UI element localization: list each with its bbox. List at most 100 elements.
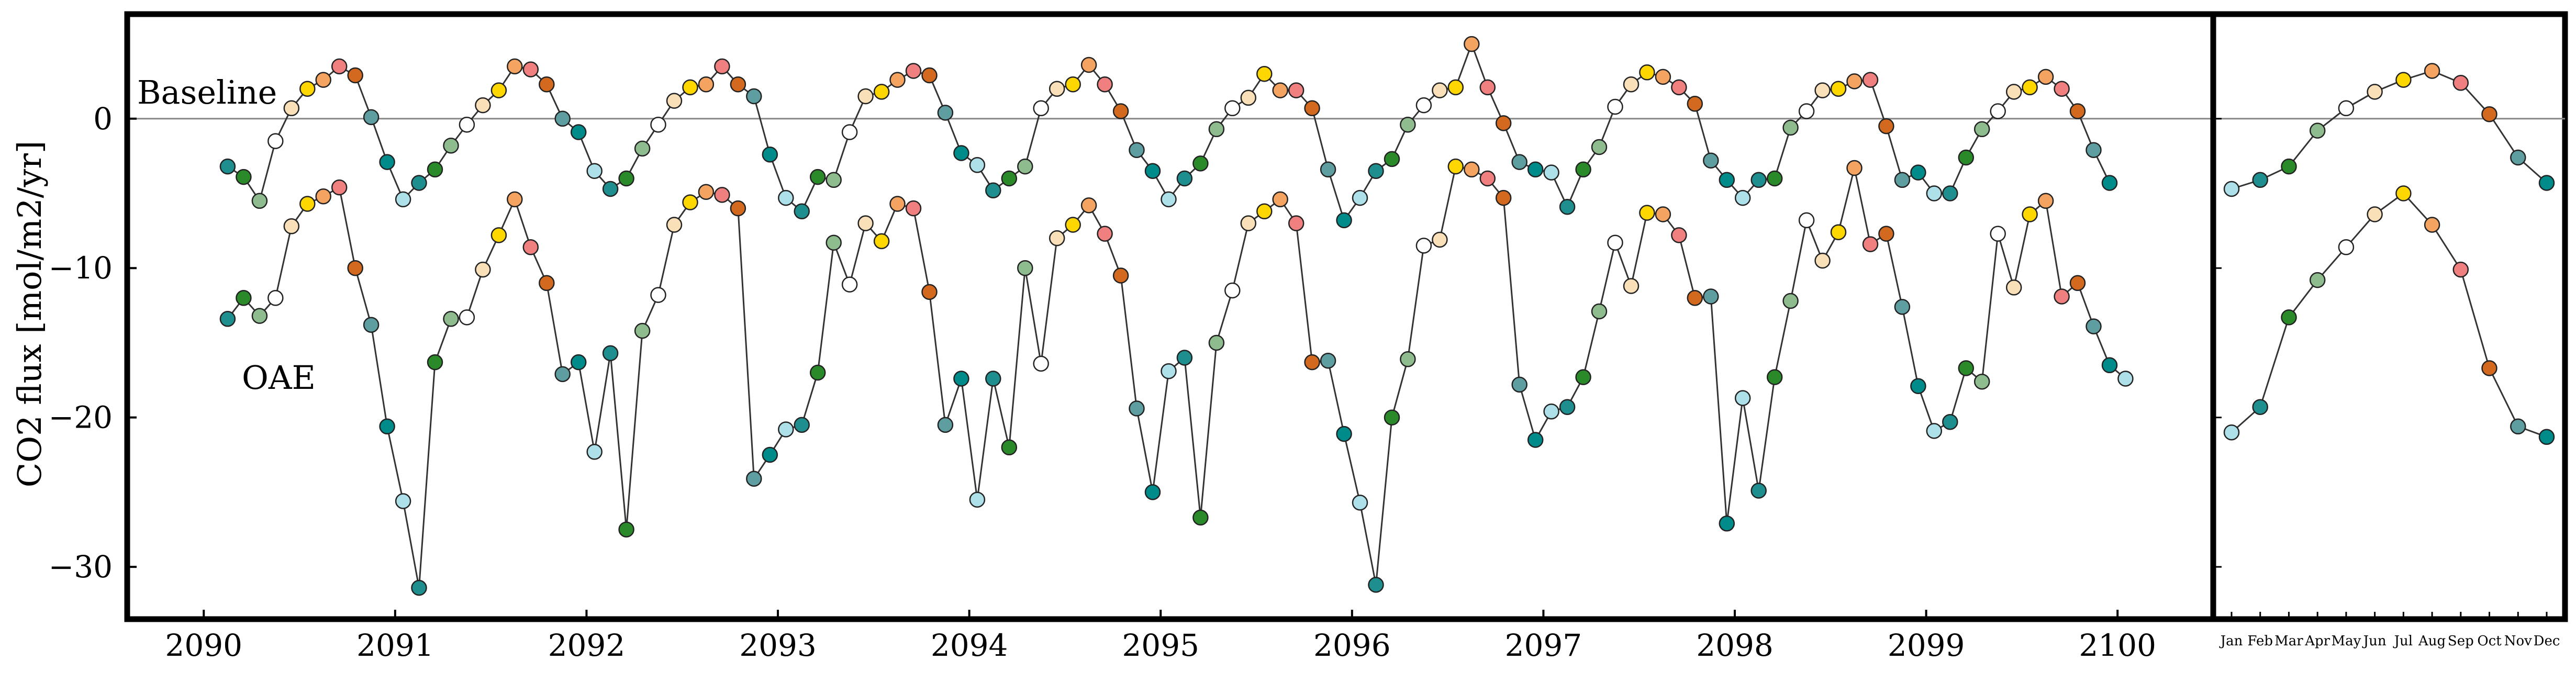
baseline-point	[602, 181, 619, 197]
baseline-point	[315, 72, 331, 88]
baseline-point	[1671, 79, 1687, 96]
oae-point	[570, 354, 587, 371]
baseline-point	[459, 116, 475, 133]
y-tick-label: −20	[49, 400, 113, 435]
oae-point	[1719, 516, 1735, 532]
baseline-point	[1033, 100, 1049, 117]
oae-point	[1400, 351, 1416, 367]
oae-point	[1655, 206, 1671, 222]
baseline-point	[2069, 103, 2086, 119]
baseline-point	[1814, 82, 1831, 98]
oae-point	[1464, 161, 1480, 178]
baseline-point	[1447, 79, 1464, 96]
oae-point	[1304, 354, 1320, 371]
oae-point	[315, 188, 331, 205]
oae-point	[1830, 224, 1847, 240]
oae-point	[2069, 275, 2086, 292]
month-tick-label: May	[2332, 633, 2361, 649]
x-tick-label: 2100	[2079, 628, 2156, 663]
x-tick-label: 2092	[548, 628, 626, 663]
x-tick-label: 2099	[1888, 628, 1965, 663]
baseline-point	[1240, 89, 1257, 106]
oae-point	[1942, 413, 1958, 430]
oae-point	[1033, 355, 1049, 372]
oae-point	[1415, 238, 1432, 254]
oae-point	[905, 200, 922, 217]
climatology-baseline-point	[2395, 72, 2412, 88]
baseline-point	[857, 88, 874, 105]
month-tick-label: Sep	[2448, 633, 2474, 649]
oae-point	[857, 215, 874, 231]
baseline-point	[1719, 172, 1735, 188]
baseline-point	[1144, 163, 1161, 179]
climatology-oae-point	[2510, 418, 2526, 435]
baseline-point	[1990, 103, 2006, 119]
oae-point	[459, 309, 475, 326]
oae-point	[1639, 205, 1655, 221]
oae-point	[1001, 439, 1018, 456]
baseline-point	[2086, 142, 2102, 158]
baseline-point	[1495, 115, 1512, 131]
baseline-point	[411, 175, 427, 191]
baseline-point	[969, 157, 986, 173]
climatology-baseline-point	[2424, 63, 2440, 79]
month-tick-label: Apr	[2304, 633, 2330, 649]
baseline-point	[1926, 185, 1943, 201]
baseline-point	[539, 76, 555, 93]
climatology-x-axis: Jan Feb Mar Apr May Jun Jul Aug Sep Oct Nov Dec	[2219, 612, 2560, 649]
baseline-point	[905, 63, 922, 79]
month-tick-label: Jan	[2219, 633, 2243, 649]
oae-point	[889, 196, 906, 212]
oae-point	[1527, 432, 1544, 448]
climatology-y-ticks	[2213, 118, 2222, 568]
baseline-point	[1511, 154, 1527, 170]
oae-point	[1798, 212, 1815, 229]
oae-point	[1384, 409, 1400, 426]
baseline-point	[507, 58, 523, 75]
oae-point	[539, 275, 555, 292]
oae-point	[602, 345, 619, 362]
oae-point	[730, 200, 746, 217]
baseline-point	[1830, 81, 1847, 97]
baseline-point	[363, 109, 380, 126]
baseline-point	[299, 81, 316, 97]
oae-point	[650, 287, 666, 303]
oae-point	[762, 446, 778, 463]
oae-point	[1607, 234, 1623, 251]
baseline-point	[1607, 98, 1623, 115]
oae-point	[1559, 399, 1576, 415]
oae-point	[1511, 376, 1527, 393]
oae-point	[1336, 426, 1352, 442]
baseline-point	[570, 124, 587, 140]
oae-point	[363, 317, 380, 333]
baseline-point	[1208, 121, 1225, 138]
baseline-point	[762, 147, 778, 163]
main-panel: 2090 2091 2092 2093 2094 2095 2096 2097 2098 2099…	[10, 11, 2216, 663]
climatology-oae-point	[2424, 217, 2440, 233]
oae-point	[236, 290, 252, 306]
oae-point	[1112, 267, 1129, 284]
baseline-point	[1256, 65, 1273, 82]
oae-point	[746, 471, 762, 487]
baseline-point	[1734, 189, 1751, 206]
baseline-point	[1336, 212, 1352, 229]
climatology-series-group	[2223, 63, 2555, 445]
main-y-axis: −30 −20 −10 0	[49, 101, 137, 585]
oae-point	[841, 276, 858, 293]
climatology-oae-point	[2395, 185, 2412, 201]
baseline-point	[1129, 142, 1145, 158]
oae-point	[1161, 363, 1177, 379]
oae-point	[395, 493, 411, 509]
baseline-point	[586, 163, 603, 179]
oae-point	[1272, 191, 1288, 208]
oae-point	[618, 521, 634, 538]
baseline-point	[1017, 158, 1033, 175]
oae-point	[953, 371, 969, 387]
baseline-point	[953, 145, 969, 161]
oae-point	[1734, 390, 1751, 406]
baseline-point	[1464, 36, 1480, 52]
oae-point	[475, 261, 491, 278]
baseline-point	[554, 110, 571, 127]
oae-point	[937, 417, 954, 433]
